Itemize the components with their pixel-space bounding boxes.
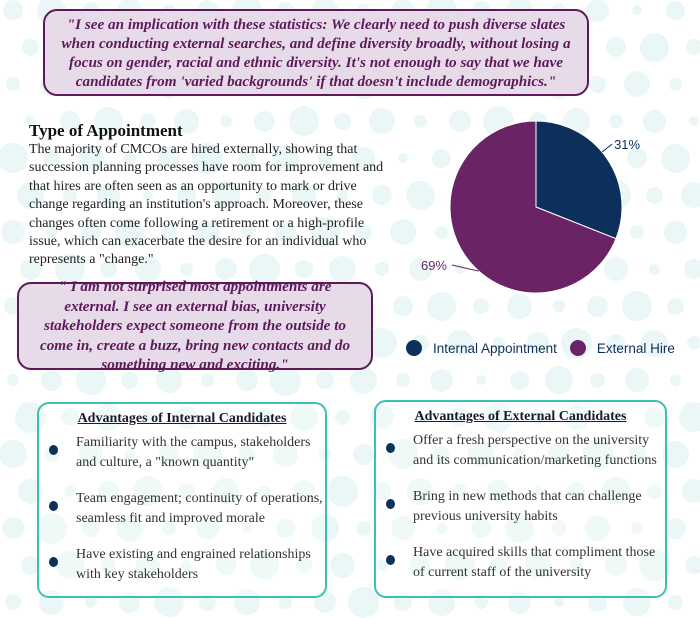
bullet-icon (49, 557, 58, 567)
bullet-icon (386, 443, 395, 453)
data-label-internal: 31% (614, 137, 640, 152)
bullet-icon (386, 555, 395, 565)
list-item-text: Familiarity with the campus, stakeholder… (76, 435, 311, 470)
legend-label-external: External Hire (596, 340, 675, 356)
legend-item-internal: Internal Appointment (406, 340, 557, 356)
list-item: Offer a fresh perspective on the univers… (386, 431, 665, 470)
bullet-icon (386, 499, 395, 509)
top-quote-box: "I see an implication with these statist… (43, 9, 589, 96)
legend-item-external: External Hire (569, 340, 675, 356)
chart-legend: Internal Appointment External Hire (406, 340, 688, 356)
list-item: Have acquired skills that compliment tho… (386, 543, 665, 582)
bullet-icon (49, 501, 58, 511)
list-item-text: Bring in new methods that can challenge … (413, 489, 642, 524)
legend-swatch-external (569, 340, 586, 356)
top-quote-text: "I see an implication with these statist… (61, 15, 571, 90)
list-item: Bring in new methods that can challenge … (386, 487, 665, 526)
middle-quote-text: " I am not surprised most appointments a… (39, 278, 351, 374)
data-label-leader (601, 143, 613, 153)
middle-quote-box: " I am not surprised most appointments a… (17, 278, 373, 373)
pie-chart: 31% 69% (421, 120, 641, 294)
legend-label-internal: Internal Appointment (433, 340, 557, 356)
external-advantages-title: Advantages of External Candidates (414, 409, 627, 424)
list-item-text: Have acquired skills that compliment tho… (413, 545, 656, 580)
list-item: Familiarity with the campus, stakeholder… (49, 433, 325, 472)
list-item: Team engagement; continuity of operation… (49, 489, 325, 528)
section-title: Type of Appointment (29, 121, 183, 140)
data-label-external: 69% (421, 258, 447, 273)
data-label-leader (451, 264, 479, 272)
pie-slice-external (449, 120, 617, 294)
pie-slice-internal (535, 120, 623, 240)
list-item-text: Have existing and engrained relationship… (76, 547, 311, 582)
list-item-text: Team engagement; continuity of operation… (76, 491, 323, 526)
list-item: Have existing and engrained relationship… (49, 545, 325, 584)
section-body: The majority of CMCOs are hired external… (29, 142, 384, 268)
external-advantages-card: Advantages of External Candidates Offer … (374, 400, 667, 598)
internal-advantages-title: Advantages of Internal Candidates (77, 411, 287, 426)
list-item-text: Offer a fresh perspective on the univers… (413, 433, 657, 468)
bullet-icon (49, 445, 58, 455)
internal-advantages-card: Advantages of Internal Candidates Famili… (37, 402, 327, 598)
legend-swatch-internal (406, 340, 422, 356)
